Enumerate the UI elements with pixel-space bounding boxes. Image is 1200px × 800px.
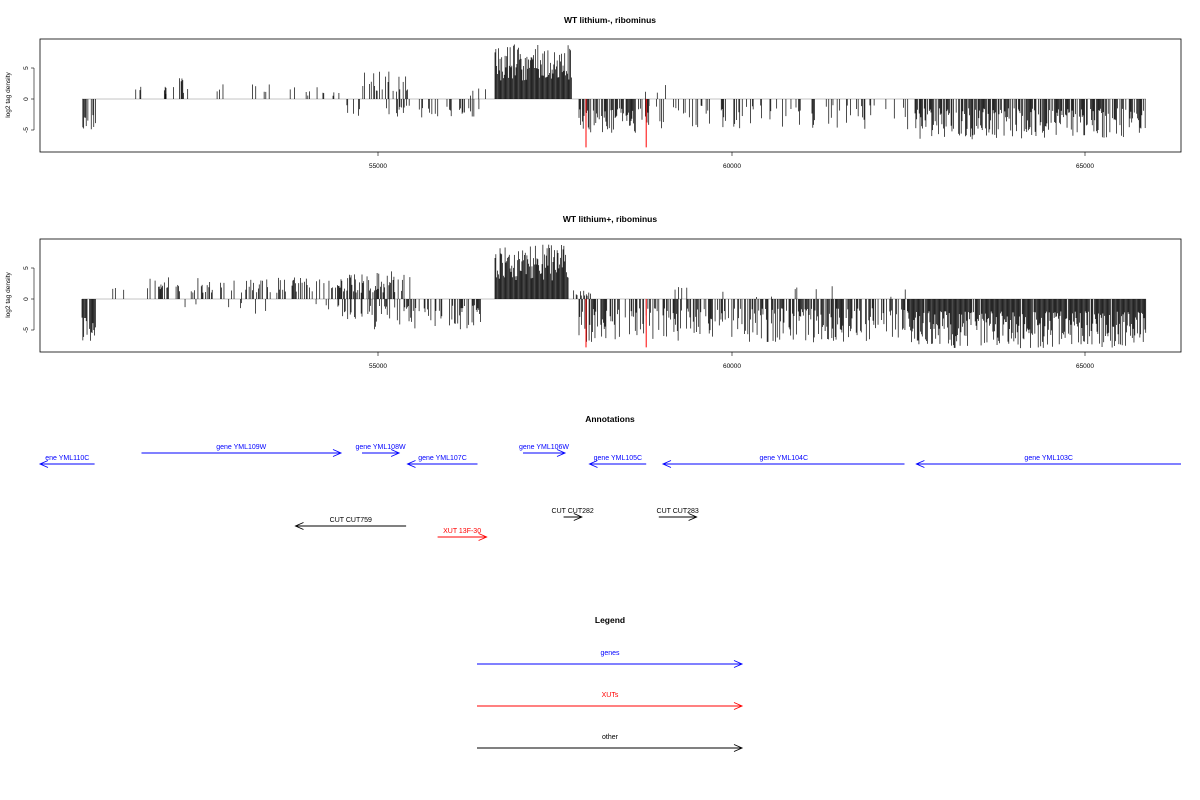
- panel-2-xtick-65000: 65000: [1076, 363, 1094, 370]
- annotation-label: gene YML104C: [759, 455, 808, 462]
- annotation-other-11: CUT CUT282: [552, 508, 594, 521]
- legend-xut-arrowhead: [733, 702, 744, 710]
- panel-2-ytick-0: 0: [23, 297, 30, 301]
- annotation-label: gene YML106W: [519, 444, 569, 451]
- legend-title: Legend: [595, 615, 625, 625]
- panel-2-xtick-60000: 60000: [723, 363, 741, 370]
- panel-1-title: WT lithium-, ribominus: [564, 15, 656, 25]
- annotation-label: CUT CUT282: [552, 508, 594, 515]
- annotation-gene-arrowhead: [406, 460, 416, 468]
- annotation-gene-6: gene YML105C: [588, 455, 647, 468]
- annotation-label: gene YML109W: [216, 444, 266, 451]
- annotation-label: ene YML110C: [45, 455, 89, 462]
- panel-2-xtick-55000: 55000: [369, 363, 387, 370]
- annotation-gene-arrowhead: [556, 449, 567, 457]
- annotation-label: CUT CUT759: [330, 517, 372, 524]
- annotation-label: gene YML107C: [418, 455, 467, 462]
- annotation-gene-arrowhead: [915, 460, 925, 468]
- panel-2-bars: [81, 244, 1147, 349]
- legend-gene-arrowhead: [733, 660, 744, 668]
- annotation-other-9: CUT CUT759: [294, 517, 407, 530]
- annotation-label: gene YML103C: [1024, 455, 1073, 462]
- annotation-gene-2: gene YML109W: [141, 444, 343, 457]
- legend-item-gene: genes: [477, 650, 744, 668]
- annotation-gene-arrowhead: [661, 460, 672, 468]
- legend-items: genes XUTs other: [477, 650, 744, 752]
- panel-2-frame: [39, 238, 1182, 353]
- panel-1: WT lithium-, ribominus 5 0 -5 log2 tag d…: [5, 15, 1182, 170]
- panel-2-ytick-5: 5: [23, 266, 30, 270]
- legend-item-xut: XUTs: [477, 692, 744, 710]
- legend-panel: Legend genes XUTs other: [477, 615, 744, 752]
- panel-2: WT lithium+, ribominus 5 0 -5 log2 tag d…: [5, 214, 1182, 370]
- annotation-gene-4: gene YML107C: [406, 455, 478, 468]
- panel-2-title: WT lithium+, ribominus: [563, 214, 657, 224]
- legend-label: XUTs: [602, 692, 619, 699]
- annotations-panel: Annotations ene YML110C gene YML109W gene …: [38, 414, 1181, 541]
- annotation-label: gene YML108W: [356, 444, 406, 451]
- annotation-tracks: ene YML110C gene YML109W gene YML108W gene …: [38, 444, 1181, 541]
- legend-label: genes: [600, 650, 620, 657]
- panel-2-ylabel: log2 tag density: [5, 271, 12, 317]
- annotation-xut-10: XUT 13F-30: [437, 528, 488, 541]
- annotation-gene-arrowhead: [390, 449, 401, 457]
- legend-label: other: [602, 734, 619, 741]
- annotation-gene-arrowhead: [588, 460, 598, 468]
- panel-2-ytick-minus5: -5: [23, 327, 30, 333]
- annotation-label: CUT CUT283: [657, 508, 699, 515]
- annotation-gene-arrowhead: [38, 460, 49, 468]
- annotation-other-12: CUT CUT283: [657, 508, 699, 521]
- annotation-other-arrowhead: [294, 522, 304, 530]
- annotation-label: XUT 13F-30: [443, 528, 481, 535]
- panel-1-ytick-0: 0: [23, 97, 30, 101]
- annotation-gene-5: gene YML106W: [519, 444, 569, 457]
- annotation-other-arrowhead: [688, 513, 698, 521]
- panel-1-ytick-5: 5: [23, 66, 30, 70]
- annotation-gene-8: gene YML103C: [915, 455, 1181, 468]
- panel-1-xtick-65000: 65000: [1076, 163, 1094, 170]
- panel-1-y-axis: 5 0 -5 log2 tag density: [5, 66, 35, 133]
- annotation-label: gene YML105C: [594, 455, 643, 462]
- panel-1-xtick-60000: 60000: [723, 163, 741, 170]
- panel-1-frame: [39, 38, 1182, 153]
- panel-2-x-axis: 55000 60000 65000: [369, 352, 1094, 370]
- annotation-xut-arrowhead: [478, 533, 488, 541]
- panel-1-ylabel: log2 tag density: [5, 71, 12, 117]
- annotation-gene-7: gene YML104C: [661, 455, 905, 468]
- legend-other-arrowhead: [733, 744, 744, 752]
- panel-2-y-axis: 5 0 -5 log2 tag density: [5, 266, 35, 333]
- legend-item-other: other: [477, 734, 744, 752]
- panel-1-xtick-55000: 55000: [369, 163, 387, 170]
- panel-1-x-axis: 55000 60000 65000: [369, 152, 1094, 170]
- annotation-gene-3: gene YML108W: [356, 444, 406, 457]
- panel-1-bars: [82, 44, 1146, 148]
- annotation-other-arrowhead: [573, 513, 583, 521]
- annotation-gene-arrowhead: [332, 449, 343, 457]
- annotations-title: Annotations: [585, 414, 635, 424]
- panel-1-ytick-minus5: -5: [23, 127, 30, 133]
- annotation-gene-1: ene YML110C: [38, 455, 95, 468]
